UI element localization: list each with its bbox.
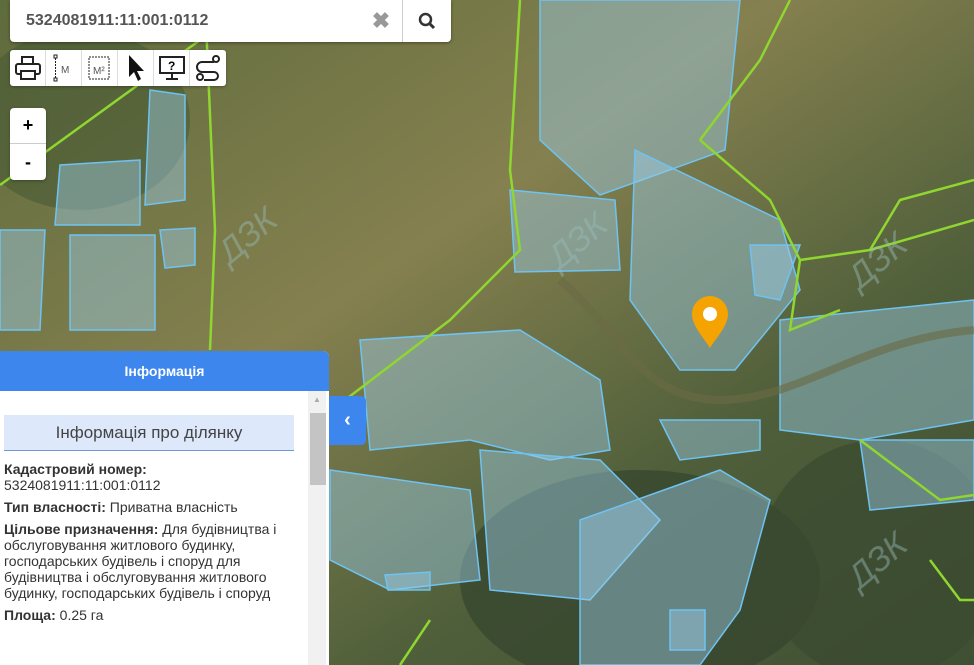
select-pointer-icon	[128, 55, 144, 81]
chevron-left-icon: ‹	[344, 409, 351, 431]
search-input[interactable]	[10, 12, 360, 30]
location-marker-icon[interactable]	[692, 296, 728, 348]
collapse-panel-button[interactable]: ‹	[329, 396, 366, 445]
zoom-in-button[interactable]: +	[10, 108, 46, 144]
panel-scrollbar[interactable]: ▲	[308, 391, 326, 665]
svg-text:M: M	[61, 65, 69, 76]
info-panel: Інформація Інформація про ділянку Кадаст…	[0, 351, 329, 665]
measure-distance-icon: M	[53, 54, 69, 82]
panel-body: Інформація про ділянку Кадастровий номер…	[0, 391, 306, 665]
purpose-row: Цільове призначення: Для будівництва і о…	[4, 521, 306, 601]
area-value: 0.25 га	[59, 607, 104, 623]
scroll-thumb[interactable]	[310, 413, 326, 485]
parcel-info-heading: Інформація про ділянку	[4, 415, 294, 451]
cadastral-row: Кадастровий номер: 5324081911:11:001:0112	[4, 461, 306, 493]
close-icon[interactable]: ✖	[371, 8, 391, 33]
ownership-value: Приватна власність	[109, 499, 238, 515]
zoom-out-button[interactable]: -	[25, 151, 31, 172]
ownership-label: Тип власності:	[4, 499, 106, 515]
map-toolbar: M M² ?	[10, 50, 226, 86]
zoom-control: + -	[10, 108, 46, 180]
panel-title: Інформація	[0, 351, 329, 391]
svg-text:M²: M²	[93, 66, 105, 77]
help-button[interactable]: ?	[154, 50, 190, 86]
purpose-label: Цільове призначення:	[4, 521, 159, 537]
purpose-value: Для будівництва і обслуговування житлово…	[4, 521, 277, 601]
print-icon	[14, 56, 41, 80]
cadastral-label: Кадастровий номер:	[4, 461, 147, 477]
help-monitor-icon: ?	[158, 56, 185, 80]
search-bar: ✖	[10, 0, 451, 42]
route-button[interactable]	[190, 50, 226, 86]
area-label: Площа:	[4, 607, 56, 623]
print-button[interactable]	[10, 50, 46, 86]
search-button[interactable]	[402, 0, 450, 42]
measure-area-icon: M²	[88, 56, 109, 80]
area-row: Площа: 0.25 га	[4, 607, 306, 623]
search-icon	[418, 12, 435, 30]
route-icon	[196, 55, 220, 81]
measure-area-button[interactable]: M²	[82, 50, 118, 86]
ownership-row: Тип власності: Приватна власність	[4, 499, 306, 515]
svg-text:?: ?	[168, 59, 175, 73]
cadastral-value: 5324081911:11:001:0112	[4, 477, 161, 493]
scroll-up-icon[interactable]: ▲	[313, 395, 321, 404]
measure-distance-button[interactable]: M	[46, 50, 82, 86]
select-button[interactable]	[118, 50, 154, 86]
